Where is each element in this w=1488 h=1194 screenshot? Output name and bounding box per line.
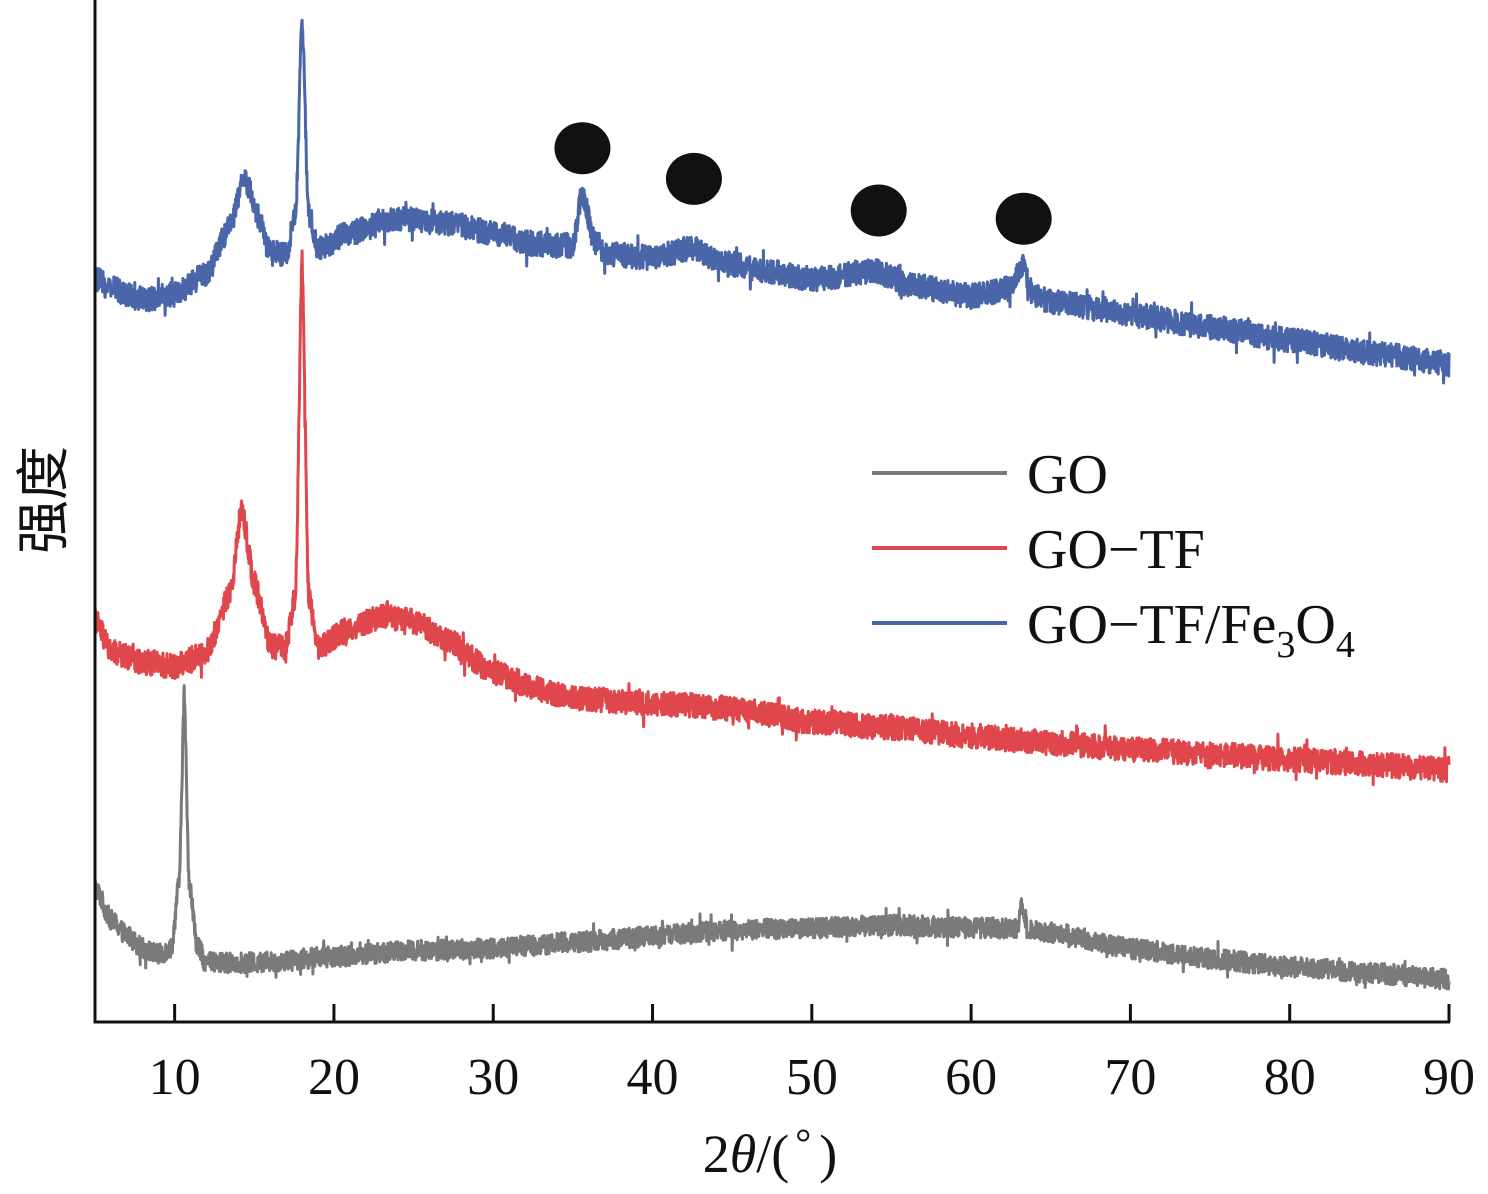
x-tick-label-40: 40 bbox=[627, 1049, 679, 1106]
legend-label-part: GO−TF/Fe bbox=[1027, 594, 1276, 656]
legend-label-go: GO bbox=[1027, 444, 1108, 506]
marker-layer bbox=[554, 122, 1052, 245]
fe3o4-peak-marker-2 bbox=[665, 152, 722, 205]
fe3o4-peak-marker-4 bbox=[995, 192, 1052, 245]
x-tick-label-90: 90 bbox=[1423, 1049, 1475, 1106]
x-tick-label-20: 20 bbox=[308, 1049, 360, 1106]
fe3o4-peak-marker-3 bbox=[850, 184, 907, 237]
series-go bbox=[93, 684, 1451, 991]
x-axis-title-theta: θ bbox=[730, 1124, 757, 1184]
x-axis-title-post: /( bbox=[756, 1124, 789, 1184]
legend-label-go-tf: GO−TF bbox=[1027, 519, 1205, 581]
x-ticks: 10 20 30 40 50 60 70 80 90 bbox=[149, 1004, 1475, 1106]
series-layer bbox=[93, 18, 1451, 991]
x-axis-title-degree: ° bbox=[795, 1120, 811, 1165]
fe3o4-peak-marker-1 bbox=[554, 122, 611, 175]
x-axis-title-close: ) bbox=[819, 1124, 837, 1184]
legend-label-o: O bbox=[1295, 594, 1335, 656]
legend-subscript-3: 3 bbox=[1276, 624, 1295, 666]
x-tick-label-30: 30 bbox=[467, 1049, 519, 1106]
x-axis-title-pre: 2 bbox=[703, 1124, 730, 1184]
x-tick-label-50: 50 bbox=[786, 1049, 838, 1106]
x-tick-label-60: 60 bbox=[945, 1049, 997, 1106]
series-go-tf bbox=[93, 249, 1451, 787]
x-tick-label-70: 70 bbox=[1104, 1049, 1156, 1106]
y-axis-title: 强度 bbox=[12, 446, 75, 554]
x-tick-label-80: 80 bbox=[1264, 1049, 1316, 1106]
legend-subscript-4: 4 bbox=[1336, 624, 1355, 666]
legend-label-go-tf-fe3o4: GO−TF/Fe3O4 bbox=[1027, 594, 1355, 666]
x-tick-label-10: 10 bbox=[149, 1049, 201, 1106]
series-go-tf-fe3o4 bbox=[93, 18, 1451, 385]
x-axis-title: 2θ/(°) bbox=[703, 1120, 838, 1184]
legend: GO GO−TF GO−TF/Fe3O4 bbox=[872, 444, 1355, 666]
